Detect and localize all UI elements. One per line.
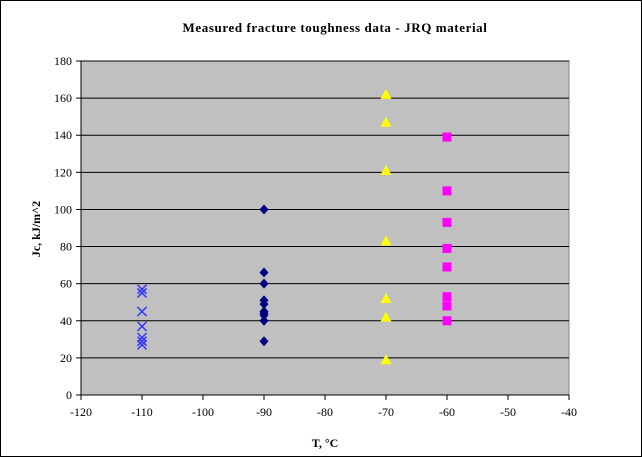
data-point-x-marker <box>136 284 148 295</box>
y-tick-label: 20 <box>60 351 72 365</box>
axes <box>76 60 570 400</box>
data-point-square <box>442 217 452 227</box>
data-point-x-marker <box>136 287 148 298</box>
data-point-triangle <box>380 293 392 304</box>
chart-title: Measured fracture toughness data - JRQ m… <box>182 20 487 35</box>
data-point-triangle <box>380 311 392 322</box>
data-point-triangle <box>380 235 392 246</box>
data-point-square <box>442 132 452 142</box>
y-tick-label: 180 <box>54 54 72 68</box>
x-tick-label: -80 <box>317 405 333 419</box>
y-tick-label: 0 <box>66 388 72 402</box>
data-point-square <box>442 292 452 302</box>
x-axis-label: T, °C <box>312 436 339 450</box>
data-point-x-marker <box>136 321 148 332</box>
data-point-triangle <box>380 354 392 365</box>
data-points <box>136 88 452 365</box>
x-tick-label: -70 <box>378 405 394 419</box>
tick-labels: 0 20 40 60 80 100 120 140 160 180 -120 -110 -100 -90 -… <box>54 54 577 419</box>
plot-area <box>80 60 570 396</box>
y-tick-label: 80 <box>60 240 72 254</box>
data-point-square <box>442 301 452 311</box>
y-axis-label: Jc, kJ/m^2 <box>29 201 43 257</box>
data-point-diamond <box>259 315 269 326</box>
data-point-diamond <box>259 299 269 310</box>
data-point-triangle <box>380 116 392 127</box>
x-tick-label: -60 <box>439 405 455 419</box>
data-point-diamond <box>259 278 269 289</box>
data-point-diamond <box>259 267 269 278</box>
data-point-diamond <box>259 308 269 319</box>
x-tick-label: -110 <box>131 405 153 419</box>
data-point-x-marker <box>136 336 148 347</box>
x-tick-label: -90 <box>256 405 272 419</box>
data-point-diamond <box>259 204 269 215</box>
data-point-diamond <box>259 336 269 347</box>
x-tick-label: -50 <box>500 405 516 419</box>
y-tick-label: 140 <box>54 128 72 142</box>
x-tick-label: -120 <box>70 405 92 419</box>
data-point-triangle <box>380 88 392 99</box>
data-point-x-marker <box>136 332 148 343</box>
data-point-square <box>442 186 452 196</box>
data-point-triangle <box>380 164 392 175</box>
y-tick-label: 40 <box>60 314 72 328</box>
data-point-x-marker <box>136 339 148 350</box>
data-point-x-marker <box>136 306 148 317</box>
data-point-square <box>442 316 452 326</box>
y-tick-label: 160 <box>54 91 72 105</box>
x-tick-label: -40 <box>561 405 577 419</box>
y-tick-label: 100 <box>54 202 72 216</box>
x-tick-label: -100 <box>192 405 214 419</box>
y-tick-label: 120 <box>54 165 72 179</box>
y-tick-label: 60 <box>60 277 72 291</box>
data-point-square <box>442 243 452 253</box>
gridlines <box>81 60 569 359</box>
data-point-square <box>442 262 452 272</box>
